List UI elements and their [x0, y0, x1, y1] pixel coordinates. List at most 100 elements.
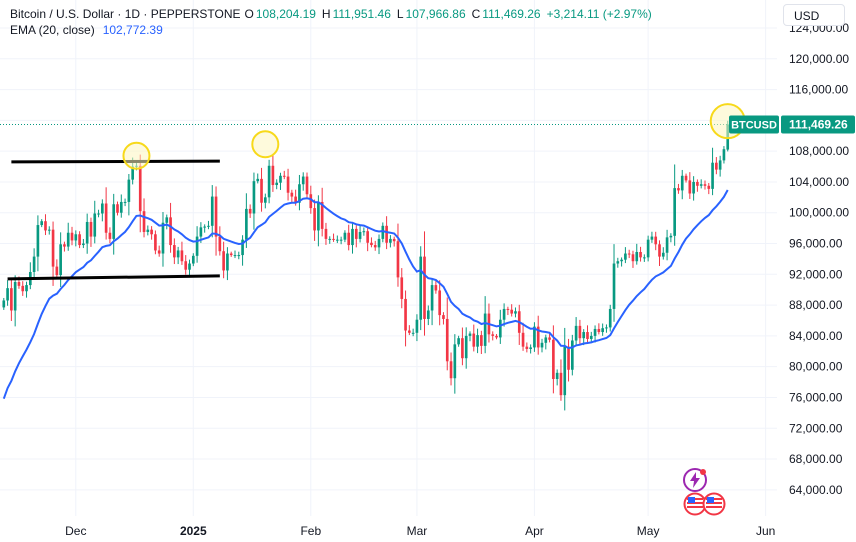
candle-body	[696, 181, 699, 186]
candle-body	[548, 337, 551, 340]
candle-body	[506, 308, 510, 310]
candle-body	[635, 251, 639, 262]
candle-body	[47, 229, 51, 231]
candle-body	[36, 225, 40, 257]
candle-body	[692, 181, 695, 194]
candle-body	[423, 256, 426, 319]
price-tag-value-bg	[781, 115, 855, 134]
candle-body	[400, 277, 404, 299]
y-tick-label: 116,000.00	[789, 83, 848, 97]
candle-body	[650, 236, 654, 240]
candle-body	[559, 372, 563, 396]
ema-label[interactable]: EMA (20, close)	[10, 23, 95, 37]
candle-body	[536, 326, 540, 348]
high-label: H	[321, 7, 331, 21]
candle-body	[173, 245, 176, 258]
candle-body	[93, 213, 97, 237]
candle-body	[366, 231, 369, 243]
candle-body	[290, 192, 294, 197]
candle-body	[453, 344, 457, 379]
candle-body	[347, 232, 351, 246]
candle-body	[207, 225, 210, 227]
us-flag-icon[interactable]	[683, 492, 727, 516]
candle-body	[275, 182, 279, 186]
candle-body	[718, 160, 722, 170]
x-tick-label: Apr	[525, 524, 544, 538]
candle-body	[658, 244, 661, 257]
candle-body	[271, 165, 275, 186]
candle-body	[82, 243, 85, 246]
ema-value: 102,772.39	[102, 23, 163, 37]
candle-body	[643, 257, 646, 259]
candle-body	[438, 290, 441, 316]
y-tick-label: 80,000.00	[789, 360, 843, 374]
x-tick-label: Mar	[407, 524, 428, 538]
candle-body	[233, 255, 237, 257]
candle-body	[605, 327, 608, 329]
y-tick-label: 84,000.00	[789, 329, 843, 343]
candle-body	[616, 261, 620, 264]
candle-body	[123, 201, 127, 203]
candle-body	[612, 263, 616, 309]
candle-body	[544, 337, 548, 343]
candle-body	[248, 208, 252, 214]
currency-button[interactable]: USD	[783, 4, 845, 26]
low-label: L	[396, 7, 404, 21]
low-value: 107,966.86	[405, 7, 466, 21]
candle-body	[188, 263, 191, 270]
candle-body	[639, 251, 642, 258]
candle-body	[40, 221, 44, 226]
candle-body	[161, 222, 165, 254]
candle-body	[222, 251, 225, 271]
candle-body	[195, 236, 199, 256]
candle-body	[521, 332, 525, 347]
candle-body	[32, 256, 36, 272]
candle-body	[343, 232, 347, 240]
candle-body	[571, 340, 574, 370]
change-value: +3,214.11 (+2.97%)	[546, 7, 652, 21]
lightning-icon[interactable]	[682, 467, 708, 493]
candle-body	[426, 310, 430, 319]
y-tick-label: 88,000.00	[789, 298, 843, 312]
y-tick-label: 68,000.00	[789, 452, 843, 466]
candle-body	[218, 236, 222, 252]
candle-body	[317, 201, 320, 231]
candle-body	[419, 256, 423, 320]
candle-body	[563, 346, 567, 396]
candle-body	[593, 328, 597, 336]
candle-body	[21, 285, 25, 292]
candle-body	[131, 166, 134, 180]
candle-body	[267, 165, 271, 198]
candle-body	[256, 178, 260, 182]
candle-body	[552, 339, 555, 379]
candle-body	[176, 250, 180, 258]
candle-body	[392, 238, 396, 242]
candle-body	[665, 237, 669, 253]
candle-body	[165, 217, 169, 223]
x-tick-label: Feb	[300, 524, 321, 538]
candle-body	[502, 308, 506, 320]
candle-body	[309, 194, 313, 209]
candle-body	[646, 239, 650, 258]
candle-body	[525, 346, 529, 349]
candle-body	[279, 175, 282, 183]
candle-body	[586, 332, 589, 339]
price-tag: BTCUSD 111,469.26	[729, 115, 855, 134]
highlight-circle	[251, 130, 280, 159]
candle-body	[707, 185, 711, 189]
candle-body	[328, 238, 332, 240]
candle-body	[491, 334, 495, 336]
candle-body	[85, 221, 89, 244]
candle-body	[286, 176, 290, 193]
candle-body	[627, 253, 631, 255]
candle-body	[263, 197, 267, 203]
candle-body	[241, 239, 244, 256]
candle-body	[510, 309, 514, 314]
symbol-title[interactable]: Bitcoin / U.S. Dollar · 1D · PEPPERSTONE	[10, 7, 241, 21]
candle-body	[396, 241, 400, 278]
x-tick-label: May	[637, 524, 660, 538]
candle-body	[533, 326, 536, 348]
candle-body	[677, 188, 680, 191]
candle-body	[226, 253, 229, 271]
